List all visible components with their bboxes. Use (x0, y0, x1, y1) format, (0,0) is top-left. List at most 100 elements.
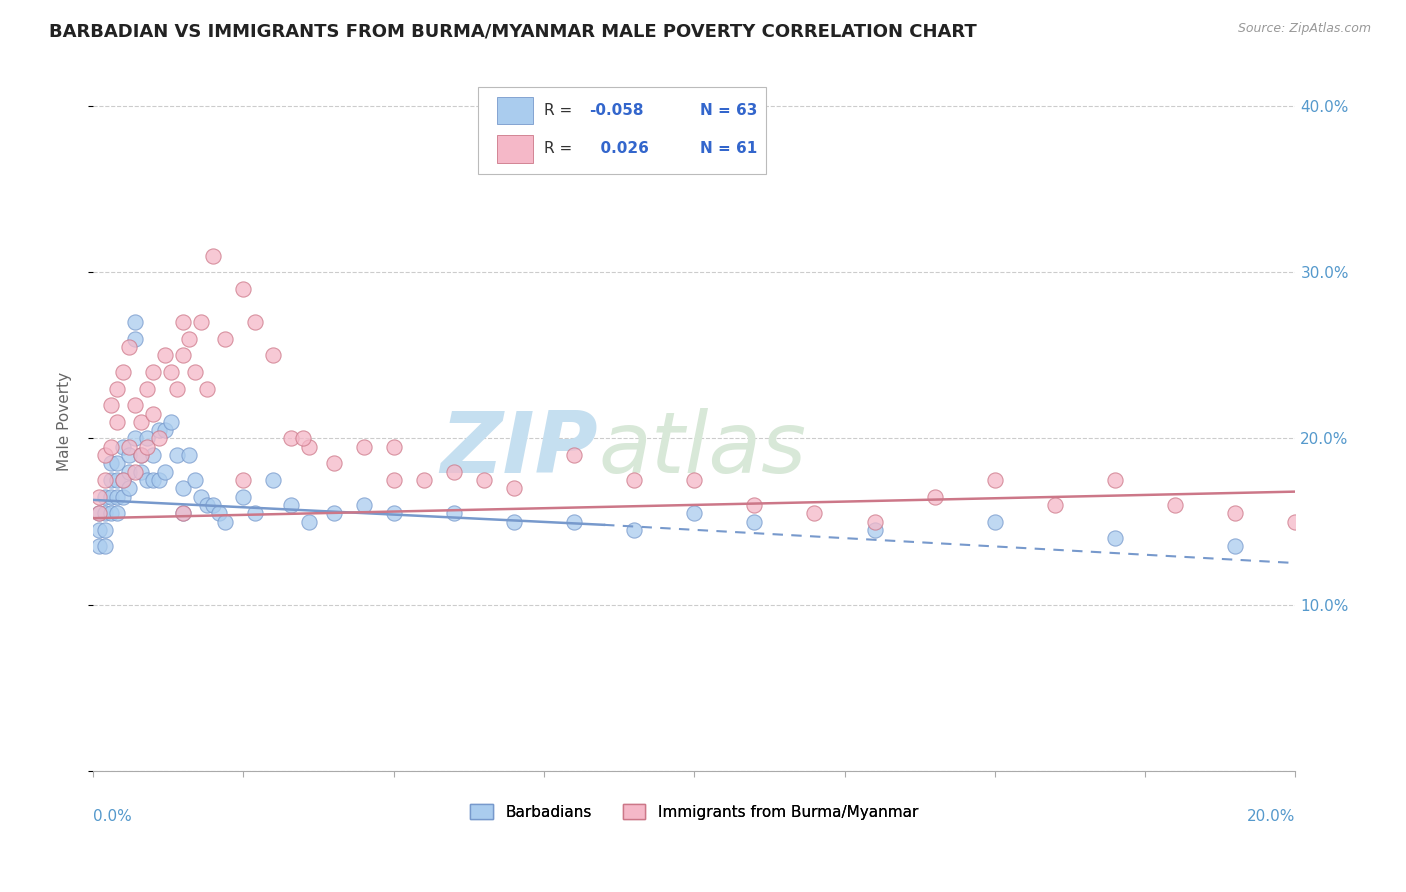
Point (112, 490, 135, 504)
Point (298, 440, 321, 454)
Point (160, 365, 183, 379)
Point (118, 481, 141, 495)
Point (112, 365, 135, 379)
Point (863, 523, 886, 537)
Point (1164, 498, 1187, 512)
Point (202, 498, 225, 512)
Point (124, 465, 146, 479)
Point (472, 473, 495, 487)
Point (94, 540, 117, 554)
Point (744, 498, 766, 512)
Text: R =: R = (544, 142, 576, 156)
Point (179, 332, 201, 346)
FancyBboxPatch shape (478, 87, 766, 174)
Point (105, 415, 128, 429)
Point (94, 473, 117, 487)
Point (87, 540, 110, 554)
Point (166, 448, 188, 462)
Point (148, 423, 170, 437)
Point (984, 473, 1007, 487)
Point (153, 465, 176, 479)
Point (683, 506, 706, 520)
Point (124, 398, 146, 412)
Point (245, 506, 267, 520)
Point (214, 515, 236, 529)
Point (129, 448, 152, 462)
Point (105, 456, 128, 470)
Point (984, 515, 1007, 529)
Point (744, 515, 766, 529)
Point (94, 506, 117, 520)
Point (129, 465, 152, 479)
Point (172, 348, 194, 362)
Text: ZIP: ZIP (440, 409, 598, 491)
Point (502, 515, 524, 529)
Point (112, 440, 135, 454)
Point (87, 490, 110, 504)
Point (136, 473, 159, 487)
Point (1284, 515, 1306, 529)
Point (262, 473, 284, 487)
Point (136, 382, 159, 396)
Point (160, 415, 183, 429)
Point (298, 515, 321, 529)
Point (142, 407, 165, 421)
Point (924, 490, 946, 504)
Point (129, 415, 152, 429)
Point (94, 490, 117, 504)
Text: 0.026: 0.026 (589, 142, 648, 156)
Point (172, 315, 194, 329)
Legend: Barbadians, Immigrants from Burma/Myanmar: Barbadians, Immigrants from Burma/Myanma… (464, 797, 924, 826)
Text: N = 61: N = 61 (700, 142, 758, 156)
Point (382, 473, 405, 487)
Text: N = 63: N = 63 (700, 103, 758, 118)
Point (136, 432, 159, 446)
Point (280, 432, 302, 446)
Point (118, 465, 141, 479)
Point (382, 506, 405, 520)
Point (118, 448, 141, 462)
Point (166, 382, 188, 396)
Point (232, 473, 254, 487)
Point (100, 456, 122, 470)
Point (443, 506, 465, 520)
Y-axis label: Male Poverty: Male Poverty (58, 372, 72, 471)
Point (202, 249, 225, 263)
Point (112, 473, 135, 487)
Point (623, 523, 645, 537)
Point (105, 382, 128, 396)
Point (562, 515, 585, 529)
Point (94, 523, 117, 537)
Point (214, 332, 236, 346)
Point (112, 473, 135, 487)
Point (142, 365, 165, 379)
Point (863, 515, 886, 529)
FancyBboxPatch shape (498, 96, 533, 125)
Point (136, 440, 159, 454)
Point (232, 490, 254, 504)
Point (184, 365, 207, 379)
Point (129, 448, 152, 462)
Point (148, 432, 170, 446)
Text: -0.058: -0.058 (589, 103, 644, 118)
Point (208, 506, 231, 520)
Point (262, 348, 284, 362)
Point (502, 481, 524, 495)
Point (179, 448, 201, 462)
Text: 20.0%: 20.0% (1247, 809, 1295, 824)
Point (382, 440, 405, 454)
Point (353, 440, 375, 454)
Point (623, 473, 645, 487)
Point (142, 473, 165, 487)
Point (1104, 473, 1126, 487)
Point (142, 448, 165, 462)
Point (124, 315, 146, 329)
Point (184, 473, 207, 487)
Point (190, 315, 212, 329)
Point (124, 332, 146, 346)
Point (322, 506, 344, 520)
Text: R =: R = (544, 103, 576, 118)
Point (118, 340, 141, 354)
Point (87, 506, 110, 520)
Point (412, 473, 434, 487)
